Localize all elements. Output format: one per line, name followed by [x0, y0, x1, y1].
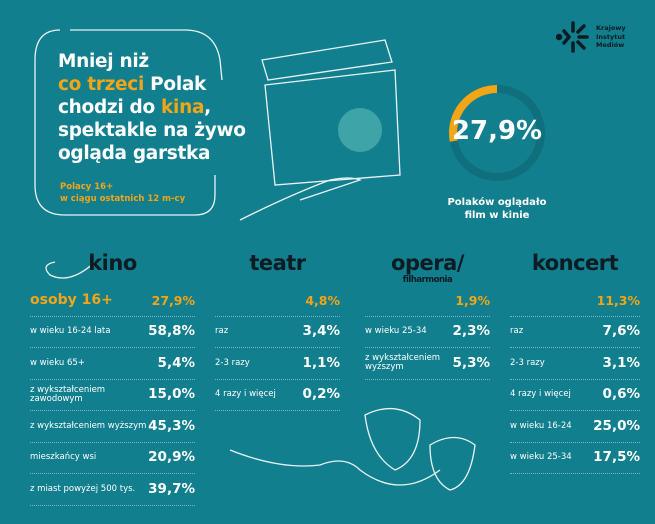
speech-bubble-outline: [34, 29, 223, 216]
hand-icon: [239, 177, 362, 221]
table-row: w wieku 25-34 17,5%: [510, 443, 640, 474]
row-label: 4 razy i więcej: [510, 389, 571, 400]
table-row: 4,8%: [215, 285, 340, 317]
logo-icon: [556, 21, 589, 53]
row-value: 20,9%: [148, 449, 195, 466]
table-row: raz 7,6%: [510, 317, 640, 348]
row-value: 11,3%: [596, 292, 640, 308]
column-opera: opera/filharmonia 1,9% w wieku 25-34 2,3% z …: [365, 251, 490, 380]
row-value: 3,1%: [602, 354, 640, 371]
table-row: z wykształceniem zawodowym 15,0%: [30, 380, 195, 411]
row-label: z wykształceniem zawodowym: [30, 384, 106, 404]
column-koncert: koncert 11,3% raz 7,6% 2-3 razy 3,1% 4 razy i …: [510, 251, 640, 474]
headline-highlight: co trzeci: [58, 74, 145, 95]
table-row: 1,9%: [365, 285, 490, 317]
column-title-text: koncert: [531, 251, 619, 275]
table-row: 4 razy i więcej 0,2%: [215, 380, 340, 411]
row-value: 0,6%: [602, 386, 640, 403]
subtitle: Polacy 16+ w ciągu ostatnich 12 m-cy: [60, 181, 185, 205]
headline-line: chodzi do kina,: [58, 96, 246, 119]
row-label: w wieku 16-24 lata: [30, 326, 111, 337]
column-teatr: teatr 4,8% raz 3,4% 2-3 razy 1,1% 4 razy i wię…: [215, 251, 340, 411]
row-label: w wieku 25-34: [365, 326, 427, 337]
swirl-line: [229, 449, 441, 486]
table-row: z miast powyżej 500 tys. 39,7%: [30, 474, 195, 506]
table-row: w wieku 16-24 lata 58,8%: [30, 317, 195, 348]
row-value: 7,6%: [602, 323, 640, 340]
column-title-text: teatr: [249, 251, 306, 275]
row-label: 4 razy i więcej: [215, 389, 276, 400]
row-value: 39,7%: [148, 480, 195, 497]
headline-line: spektakle na żywo: [58, 120, 246, 141]
headline-text: ,: [204, 97, 211, 118]
table-row: z wykształceniem wyższym 45,3%: [30, 411, 195, 443]
headline-highlight: kina: [161, 97, 205, 118]
theatre-masks-icon: [364, 408, 476, 491]
column-subtitle: filharmonia: [402, 275, 453, 285]
row-label: z wykształceniem wyższym: [30, 420, 147, 431]
row-label: 2-3 razy: [510, 357, 545, 368]
headline: Mniej niż co trzeci Polak chodzi do kina…: [58, 50, 246, 165]
row-label: osoby 16+: [30, 291, 113, 308]
column-title: koncert: [510, 251, 640, 285]
row-label: raz: [215, 326, 229, 337]
headline-text: chodzi do: [58, 97, 162, 118]
column-kino: kino osoby 16+ 27,9% w wieku 16-24 lata 58,8…: [30, 251, 195, 506]
row-label: w wieku 65+: [30, 357, 85, 368]
row-value: 2,3%: [452, 323, 490, 340]
summary-ring: [449, 85, 545, 181]
row-value: 25,0%: [593, 417, 640, 434]
headline-line: Mniej niż: [58, 51, 149, 72]
row-value: 58,8%: [148, 323, 195, 340]
logo-text: Krajowy Instytut Mediów: [596, 24, 626, 50]
row-label: raz: [510, 326, 524, 337]
row-label: w wieku 16-24: [510, 420, 572, 431]
table-row: w wieku 65+ 5,4%: [30, 348, 195, 380]
table-row: w wieku 25-34 2,3%: [365, 317, 490, 348]
column-title: teatr: [215, 251, 340, 285]
table-row: mieszkańcy wsi 20,9%: [30, 443, 195, 474]
row-value: 15,0%: [148, 386, 195, 403]
column-title-text: kino: [88, 251, 137, 275]
summary-value: 27,9%: [451, 116, 543, 146]
row-value: 1,1%: [302, 354, 340, 371]
table-row: z wykształceniem wyższym 5,3%: [365, 348, 490, 380]
table-row: 2-3 razy 1,1%: [215, 348, 340, 380]
row-value: 17,5%: [593, 449, 640, 466]
row-value: 5,3%: [452, 354, 490, 371]
table-row: w wieku 16-24 25,0%: [510, 411, 640, 443]
logo: Krajowy Instytut Mediów: [556, 20, 626, 54]
headline-line: co trzeci Polak: [58, 73, 246, 96]
table-row: 11,3%: [510, 285, 640, 317]
summary-caption: Polaków oglądało film w kinie: [447, 197, 547, 221]
column-title-text: opera/: [391, 251, 464, 275]
row-value: 1,9%: [455, 292, 490, 308]
clapperboard-icon: [261, 39, 401, 186]
headline-text: Polak: [144, 74, 207, 95]
row-value: 0,2%: [302, 386, 340, 403]
table-row: raz 3,4%: [215, 317, 340, 348]
table-row: 4 razy i więcej 0,6%: [510, 380, 640, 411]
row-value: 45,3%: [148, 417, 195, 434]
row-label: w wieku 25-34: [510, 452, 572, 463]
ring-progress: [449, 85, 545, 181]
kino-swirl: [45, 261, 96, 279]
column-title: kino: [30, 251, 195, 285]
subtitle-line: w ciągu ostatnich 12 m-cy: [60, 194, 186, 204]
subtitle-line: Polacy 16+: [60, 182, 114, 192]
row-value: 27,9%: [151, 292, 195, 308]
row-value: 3,4%: [302, 323, 340, 340]
row-value: 5,4%: [157, 354, 195, 371]
table-row: 2-3 razy 3,1%: [510, 348, 640, 380]
row-value: 4,8%: [305, 292, 340, 308]
row-label: 2-3 razy: [215, 357, 250, 368]
table-row: osoby 16+ 27,9%: [30, 285, 195, 317]
column-title: opera/filharmonia: [365, 251, 490, 285]
row-label: mieszkańcy wsi: [30, 452, 97, 463]
headline-line: ogląda garstka: [58, 143, 211, 164]
row-label: z wykształceniem wyższym: [365, 353, 441, 373]
row-label: z miast powyżej 500 tys.: [30, 483, 136, 494]
